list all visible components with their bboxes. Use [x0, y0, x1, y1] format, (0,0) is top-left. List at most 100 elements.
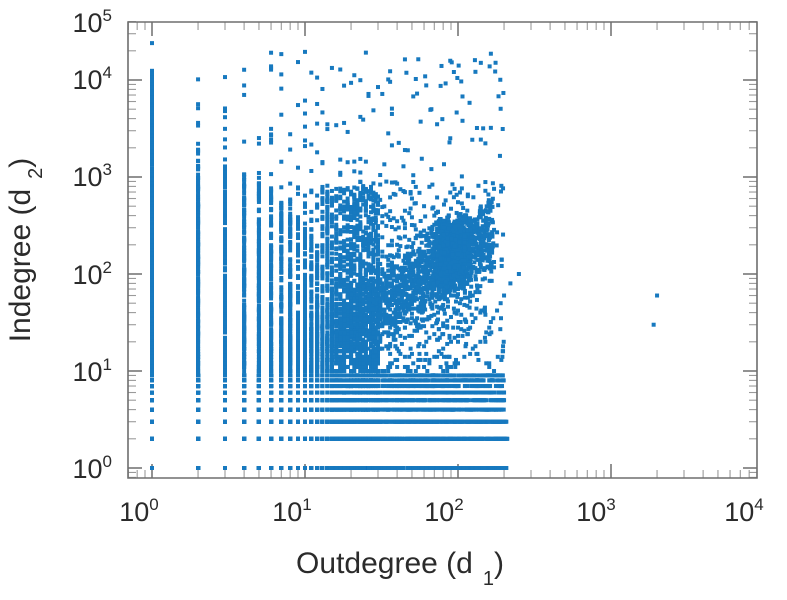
data-point: [150, 398, 154, 403]
data-point: [485, 390, 490, 395]
data-point: [462, 384, 467, 389]
data-point: [423, 378, 428, 383]
data-point: [459, 436, 464, 441]
data-point: [516, 272, 521, 276]
data-point: [380, 407, 385, 412]
data-point: [409, 196, 414, 201]
data-point: [376, 344, 380, 349]
data-point: [473, 398, 478, 403]
data-point: [487, 390, 492, 395]
data-point: [388, 373, 393, 378]
data-point: [470, 390, 475, 395]
data-point: [408, 378, 413, 383]
data-point: [150, 264, 154, 269]
data-point: [378, 407, 383, 412]
data-point: [150, 182, 154, 187]
data-point: [196, 305, 201, 310]
data-point: [150, 364, 154, 369]
data-point: [456, 373, 461, 378]
data-point: [418, 407, 423, 412]
data-point: [196, 293, 201, 298]
data-point: [150, 369, 154, 373]
data-point: [402, 436, 407, 441]
data-point: [391, 398, 396, 403]
data-point: [422, 324, 427, 329]
data-point: [404, 407, 409, 412]
data-point: [490, 466, 495, 470]
data-point: [150, 344, 154, 349]
data-point: [449, 315, 453, 320]
data-point: [196, 180, 201, 185]
data-point: [380, 419, 385, 424]
data-point: [502, 398, 507, 403]
data-point: [196, 164, 201, 169]
data-point: [150, 346, 154, 351]
data-point: [496, 384, 501, 389]
data-point: [150, 239, 154, 244]
data-point: [150, 317, 154, 322]
data-point: [405, 436, 410, 441]
data-point: [500, 373, 505, 378]
data-point: [150, 268, 154, 273]
data-point: [438, 378, 443, 383]
data-points-group: [150, 41, 660, 470]
data-point: [150, 246, 154, 251]
data-point: [425, 390, 430, 395]
data-point: [449, 339, 453, 344]
data-point: [445, 318, 450, 323]
data-point: [427, 373, 432, 378]
data-point: [150, 328, 154, 333]
data-point: [269, 296, 274, 301]
data-point: [441, 324, 446, 329]
data-point: [482, 276, 487, 281]
data-point: [150, 149, 154, 154]
data-point: [422, 204, 427, 209]
data-point: [470, 466, 475, 470]
data-point: [493, 407, 498, 412]
data-point: [495, 308, 500, 313]
data-point: [436, 398, 441, 403]
data-point: [413, 407, 418, 412]
data-point: [484, 398, 489, 403]
data-point: [416, 378, 421, 383]
data-point: [373, 378, 378, 383]
data-point: [150, 153, 154, 158]
data-point: [452, 373, 457, 378]
data-point: [409, 223, 414, 227]
data-point: [405, 384, 410, 389]
data-point: [493, 384, 498, 389]
data-point: [395, 219, 400, 224]
data-point: [501, 466, 506, 470]
data-point: [432, 378, 437, 383]
data-point: [445, 398, 450, 403]
data-point: [363, 242, 368, 247]
data-point: [655, 293, 660, 298]
data-point: [435, 378, 440, 383]
data-point: [402, 373, 407, 378]
data-point: [422, 228, 427, 233]
data-point: [427, 357, 432, 362]
data-point: [456, 361, 460, 366]
data-point: [196, 302, 201, 307]
data-point: [150, 180, 154, 185]
data-point: [488, 373, 493, 378]
data-point: [196, 141, 201, 146]
data-point: [462, 373, 467, 378]
data-point: [448, 373, 453, 378]
data-point: [420, 407, 425, 412]
data-point: [279, 264, 284, 269]
data-point: [419, 373, 424, 378]
data-point: [465, 407, 470, 412]
data-point: [456, 466, 460, 470]
data-point: [342, 384, 347, 389]
data-point: [150, 335, 154, 340]
data-point: [150, 278, 154, 283]
data-point: [342, 378, 347, 383]
data-point: [422, 364, 427, 369]
data-point: [417, 384, 422, 389]
data-point: [443, 390, 448, 395]
data-point: [150, 307, 154, 312]
data-point: [471, 378, 476, 383]
data-point: [504, 466, 509, 470]
data-point: [411, 373, 416, 378]
